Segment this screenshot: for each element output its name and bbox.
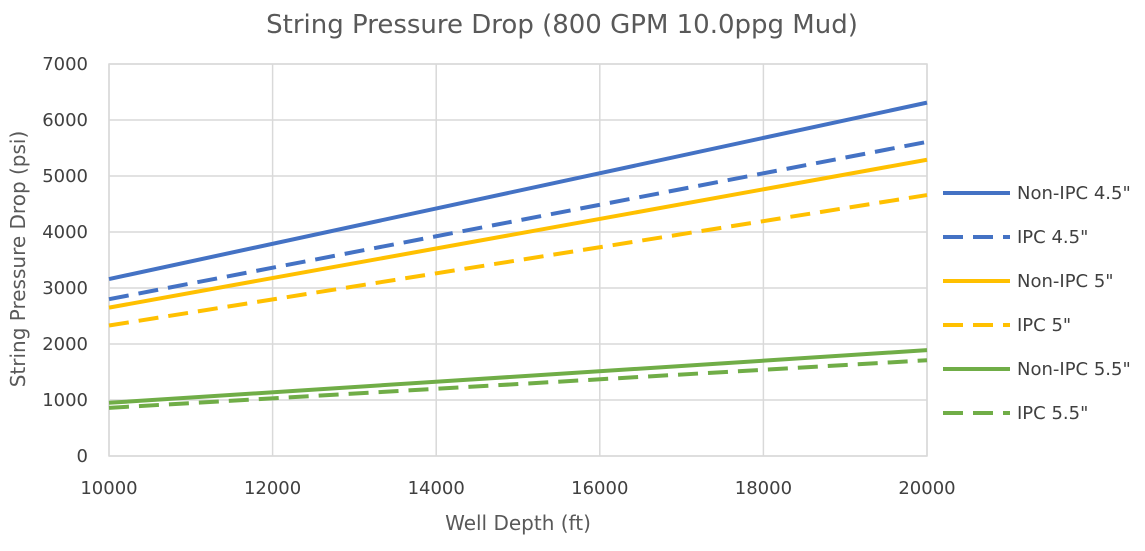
x-axis-ticks: 10000 12000 14000 16000 18000 20000 (80, 478, 955, 499)
x-axis-label: Well Depth (ft) (445, 511, 591, 535)
series-line (108, 358, 928, 410)
legend: Non-IPC 4.5" IPC 4.5" Non-IPC 5" IPC 5" Non-… (943, 183, 1131, 424)
x-tick-label: 18000 (735, 478, 792, 499)
series-lines (108, 100, 928, 410)
series-line (108, 193, 928, 328)
series-line (108, 157, 928, 310)
y-axis-label: String Pressure Drop (psi) (6, 131, 30, 388)
legend-label: IPC 5.5" (1017, 403, 1088, 424)
y-tick-label: 0 (77, 446, 88, 467)
y-tick-label: 4000 (42, 222, 88, 243)
x-tick-label: 12000 (244, 478, 301, 499)
y-tick-label: 5000 (42, 166, 88, 187)
x-tick-label: 14000 (408, 478, 465, 499)
y-tick-label: 2000 (42, 334, 88, 355)
y-tick-label: 6000 (42, 110, 88, 131)
y-tick-label: 1000 (42, 390, 88, 411)
series-line (108, 100, 928, 281)
plot-area (108, 63, 928, 457)
x-tick-label: 10000 (80, 478, 137, 499)
series-line (108, 139, 928, 302)
legend-label: IPC 4.5" (1017, 227, 1088, 248)
y-tick-label: 3000 (42, 278, 88, 299)
x-tick-label: 20000 (898, 478, 955, 499)
y-axis-ticks: 0 1000 2000 3000 4000 5000 6000 7000 (42, 54, 88, 467)
series-line (108, 348, 928, 405)
legend-label: Non-IPC 4.5" (1017, 183, 1131, 204)
legend-label: IPC 5" (1017, 315, 1071, 336)
chart-title: String Pressure Drop (800 GPM 10.0ppg Mu… (266, 10, 858, 40)
plot-border (108, 63, 928, 457)
x-tick-label: 16000 (571, 478, 628, 499)
y-tick-label: 7000 (42, 54, 88, 75)
legend-label: Non-IPC 5.5" (1017, 359, 1131, 380)
legend-label: Non-IPC 5" (1017, 271, 1114, 292)
